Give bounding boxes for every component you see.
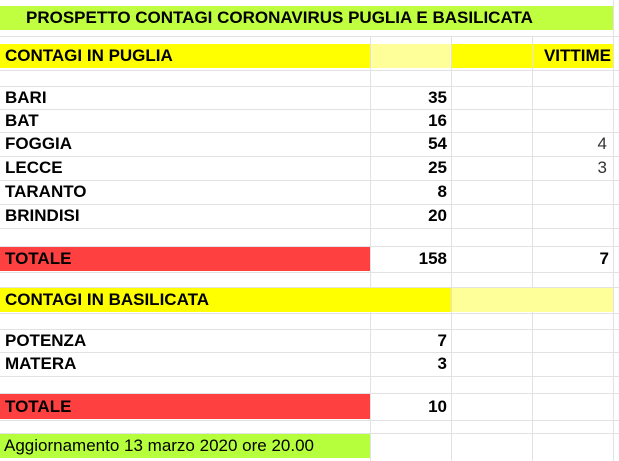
- province-name: LECCE: [5, 158, 63, 177]
- cases-cell: 3: [371, 353, 451, 375]
- basilicata-header: CONTAGI IN BASILICATA: [5, 290, 209, 309]
- victims-cell: [533, 87, 613, 109]
- cases-value: 35: [428, 88, 447, 107]
- province-name: POTENZA: [5, 331, 87, 350]
- victims-cell: [533, 181, 613, 203]
- row-label: FOGGIA: [0, 133, 370, 155]
- puglia-total-cases-cell: 158: [371, 247, 451, 271]
- province-name: FOGGIA: [5, 134, 73, 153]
- victims-header-cell: VITTIME: [533, 44, 613, 68]
- cases-cell: 20: [371, 205, 451, 227]
- cases-value: 16: [428, 111, 447, 130]
- basilicata-total-label-cell: TOTALE: [0, 394, 370, 419]
- cases-cell: 35: [371, 87, 451, 109]
- cases-cell: 8: [371, 181, 451, 203]
- province-name: BARI: [5, 88, 47, 107]
- puglia-header-cell: CONTAGI IN PUGLIA: [0, 44, 370, 68]
- victims-value: 4: [597, 134, 607, 153]
- puglia-total-victims-cell: 7: [533, 247, 613, 271]
- cases-cell: 16: [371, 110, 451, 132]
- cases-value: 8: [437, 182, 447, 201]
- row-label: MATERA: [0, 353, 370, 375]
- puglia-header-pad-1: [371, 44, 451, 68]
- row-label: POTENZA: [0, 330, 370, 352]
- province-name: BRINDISI: [5, 206, 80, 225]
- victims-cell: [533, 110, 613, 132]
- province-name: TARANTO: [5, 182, 87, 201]
- cases-cell: 7: [371, 330, 451, 352]
- victims-value: 3: [597, 158, 607, 177]
- cases-value: 25: [428, 158, 447, 177]
- cases-value: 3: [437, 354, 447, 373]
- puglia-header-pad-2: [452, 44, 532, 68]
- update-note-cell: Aggiornamento 13 marzo 2020 ore 20.00: [0, 434, 370, 458]
- sheet-title: PROSPETTO CONTAGI CORONAVIRUS PUGLIA E B…: [26, 8, 533, 27]
- basilicata-total-label: TOTALE: [5, 397, 72, 416]
- basilicata-total-cases: 10: [428, 397, 447, 416]
- basilicata-header-pad: [452, 288, 613, 312]
- basilicata-header-cell: CONTAGI IN BASILICATA: [0, 288, 451, 312]
- victims-cell: 3: [533, 157, 613, 179]
- row-label: BAT: [0, 110, 370, 132]
- puglia-total-label: TOTALE: [5, 249, 72, 268]
- cases-value: 54: [428, 134, 447, 153]
- puglia-total-victims: 7: [599, 249, 609, 268]
- row-label: TARANTO: [0, 181, 370, 203]
- cases-value: 20: [428, 206, 447, 225]
- sheet-title-cell: PROSPETTO CONTAGI CORONAVIRUS PUGLIA E B…: [0, 6, 613, 30]
- puglia-total-label-cell: TOTALE: [0, 247, 370, 271]
- cases-value: 7: [437, 331, 447, 350]
- basilicata-total-cases-cell: 10: [371, 394, 451, 419]
- victims-cell: [533, 205, 613, 227]
- province-name: BAT: [5, 111, 39, 130]
- victims-cell: 4: [533, 133, 613, 155]
- puglia-total-cases: 158: [418, 249, 447, 268]
- row-label: BARI: [0, 87, 370, 109]
- victims-header: VITTIME: [543, 46, 611, 65]
- cases-cell: 54: [371, 133, 451, 155]
- cases-cell: 25: [371, 157, 451, 179]
- row-label: LECCE: [0, 157, 370, 179]
- province-name: MATERA: [5, 354, 77, 373]
- puglia-header: CONTAGI IN PUGLIA: [5, 46, 173, 65]
- update-note: Aggiornamento 13 marzo 2020 ore 20.00: [4, 436, 314, 455]
- row-label: BRINDISI: [0, 205, 370, 227]
